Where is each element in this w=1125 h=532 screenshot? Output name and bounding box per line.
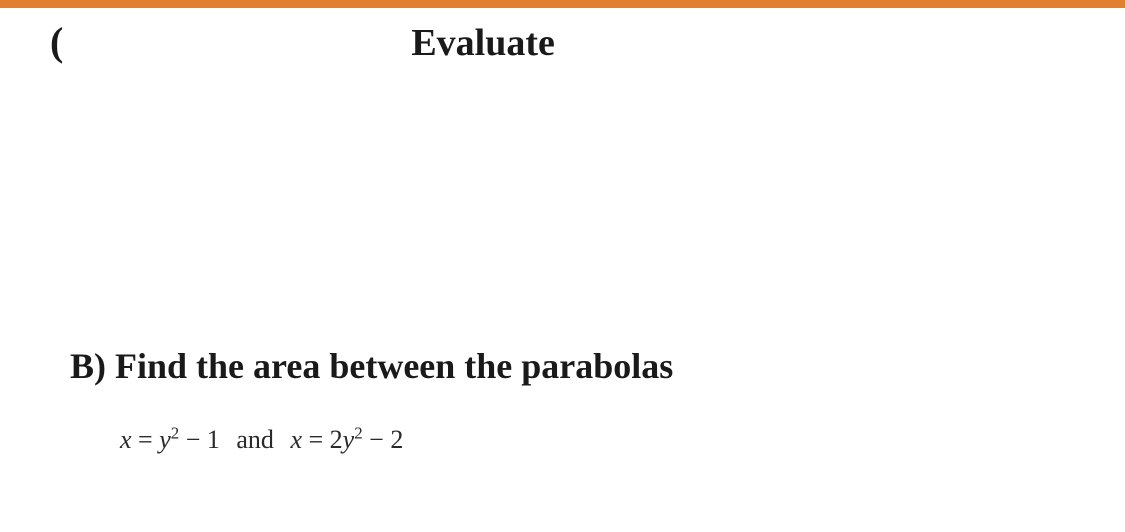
- equation-connector: and: [236, 425, 274, 454]
- eq1-op: −: [186, 425, 201, 454]
- eq2-const: 2: [390, 425, 403, 454]
- evaluate-heading: Evaluate: [411, 21, 555, 65]
- eq2-coeff: 2: [330, 425, 343, 454]
- open-parenthesis: (: [50, 18, 63, 65]
- eq1-const: 1: [207, 425, 220, 454]
- part-b-label: B): [70, 346, 106, 386]
- header-line: ( Evaluate: [50, 18, 1075, 65]
- part-b-heading: B) Find the area between the parabolas: [70, 345, 1075, 387]
- eq2-lhs-var: x: [290, 425, 302, 454]
- part-b-section: B) Find the area between the parabolas x…: [70, 345, 1075, 455]
- equation-2: x = 2y2 − 2: [290, 425, 403, 454]
- top-border-rule: [0, 0, 1125, 8]
- eq2-equals: =: [308, 425, 323, 454]
- eq2-op: −: [369, 425, 384, 454]
- equation-1: x = y2 − 1: [120, 425, 226, 454]
- part-b-heading-text: Find the area between the parabolas: [115, 346, 673, 386]
- eq2-rhs-var: y: [343, 425, 355, 454]
- page-content: ( Evaluate B) Find the area between the …: [0, 0, 1125, 455]
- eq2-rhs-exp: 2: [354, 423, 362, 442]
- eq1-rhs-var: y: [159, 425, 171, 454]
- eq1-equals: =: [138, 425, 153, 454]
- eq1-lhs-var: x: [120, 425, 132, 454]
- eq1-rhs-exp: 2: [171, 423, 179, 442]
- equation-line: x = y2 − 1 and x = 2y2 − 2: [120, 425, 1075, 455]
